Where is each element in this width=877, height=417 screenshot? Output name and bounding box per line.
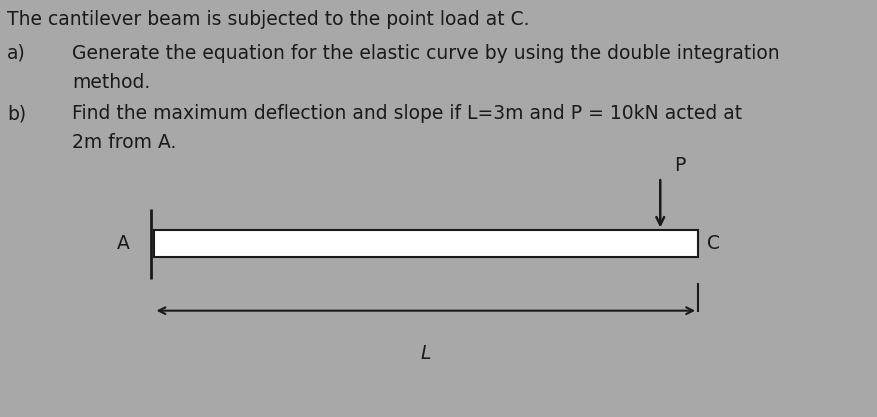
Text: The cantilever beam is subjected to the point load at C.: The cantilever beam is subjected to the … — [7, 10, 529, 30]
Text: a): a) — [7, 44, 25, 63]
Text: method.: method. — [72, 73, 150, 92]
Text: Generate the equation for the elastic curve by using the double integration: Generate the equation for the elastic cu… — [72, 44, 779, 63]
Text: b): b) — [7, 104, 26, 123]
Text: A: A — [117, 234, 130, 254]
Text: 2m from A.: 2m from A. — [72, 133, 176, 152]
Text: P: P — [674, 156, 685, 175]
Text: Find the maximum deflection and slope if L=3m and P = 10kN acted at: Find the maximum deflection and slope if… — [72, 104, 741, 123]
Bar — [153, 231, 697, 258]
Text: C: C — [706, 234, 719, 254]
Text: L: L — [420, 344, 431, 363]
